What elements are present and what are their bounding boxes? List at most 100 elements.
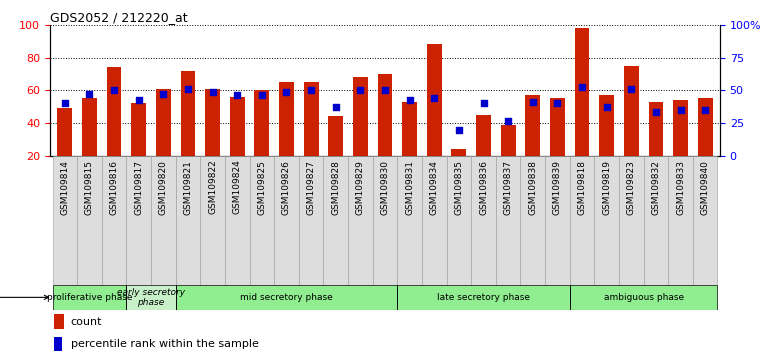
Text: GSM109839: GSM109839 [553,160,562,215]
Bar [570,285,718,310]
Text: GSM109816: GSM109816 [109,160,119,215]
Bar [668,156,693,285]
Bar [229,97,245,156]
Bar [279,82,294,156]
Point [477,101,490,106]
Text: GSM109832: GSM109832 [651,160,661,215]
Text: GSM109825: GSM109825 [257,160,266,215]
Bar [52,156,77,285]
Bar [225,156,249,285]
Bar [328,116,343,156]
Bar [126,285,176,310]
Point [576,84,588,90]
Bar [77,156,102,285]
Text: GDS2052 / 212220_at: GDS2052 / 212220_at [50,11,188,24]
Point [132,97,145,103]
Bar [254,90,270,156]
Point [83,91,95,96]
Point [625,86,638,91]
Bar [323,156,348,285]
Point [354,87,367,93]
Bar [698,98,712,156]
Text: GSM109835: GSM109835 [454,160,464,215]
Text: count: count [71,317,102,327]
Bar [397,156,422,285]
Point [650,109,662,114]
Point [182,86,194,91]
Point [675,107,687,113]
Text: GSM109817: GSM109817 [134,160,143,215]
Point [453,127,465,132]
Text: GSM109826: GSM109826 [282,160,291,215]
Text: late secretory phase: late secretory phase [437,293,530,302]
Bar [693,156,718,285]
Point [551,101,564,106]
Text: ambiguous phase: ambiguous phase [604,293,684,302]
Text: percentile rank within the sample: percentile rank within the sample [71,339,259,349]
Bar [373,156,397,285]
Bar [54,337,62,350]
Bar [156,88,171,156]
Bar [471,156,496,285]
Bar [624,66,638,156]
Text: GSM109827: GSM109827 [306,160,316,215]
Bar [303,82,319,156]
Bar [200,156,225,285]
Point [601,104,613,109]
Bar [176,156,200,285]
Bar [422,156,447,285]
Bar [52,285,126,310]
Bar [594,156,619,285]
Text: GSM109820: GSM109820 [159,160,168,215]
Bar [126,156,151,285]
Point [280,89,293,95]
Point [256,92,268,98]
Point [108,87,120,93]
Point [206,89,219,95]
Text: GSM109824: GSM109824 [233,160,242,215]
Point [305,87,317,93]
Bar [673,100,688,156]
Bar [619,156,644,285]
Text: GSM109833: GSM109833 [676,160,685,215]
Point [699,107,711,113]
Point [502,119,514,124]
Bar [206,88,220,156]
Bar [249,156,274,285]
Point [527,99,539,104]
Text: GSM109840: GSM109840 [701,160,710,215]
Bar [476,115,491,156]
Point [428,96,440,101]
Bar [402,102,417,156]
Bar [570,156,594,285]
Bar [427,44,442,156]
Bar [496,156,521,285]
Text: GSM109815: GSM109815 [85,160,94,215]
Text: proliferative phase: proliferative phase [47,293,132,302]
Bar [151,156,176,285]
Text: GSM109814: GSM109814 [60,160,69,215]
Bar [451,149,467,156]
Bar [550,98,564,156]
Bar [176,285,397,310]
Bar [545,156,570,285]
Text: GSM109834: GSM109834 [430,160,439,215]
Bar [447,156,471,285]
Text: GSM109838: GSM109838 [528,160,537,215]
Text: GSM109837: GSM109837 [504,160,513,215]
Bar [574,28,589,156]
Bar [107,67,122,156]
Bar [132,103,146,156]
Point [379,87,391,93]
Point [231,92,243,98]
Bar [54,314,64,329]
Text: GSM109821: GSM109821 [183,160,192,215]
Text: GSM109831: GSM109831 [405,160,414,215]
Point [330,104,342,109]
Text: GSM109836: GSM109836 [479,160,488,215]
Bar [599,95,614,156]
Text: GSM109818: GSM109818 [578,160,587,215]
Bar [521,156,545,285]
Point [403,97,416,103]
Bar [274,156,299,285]
